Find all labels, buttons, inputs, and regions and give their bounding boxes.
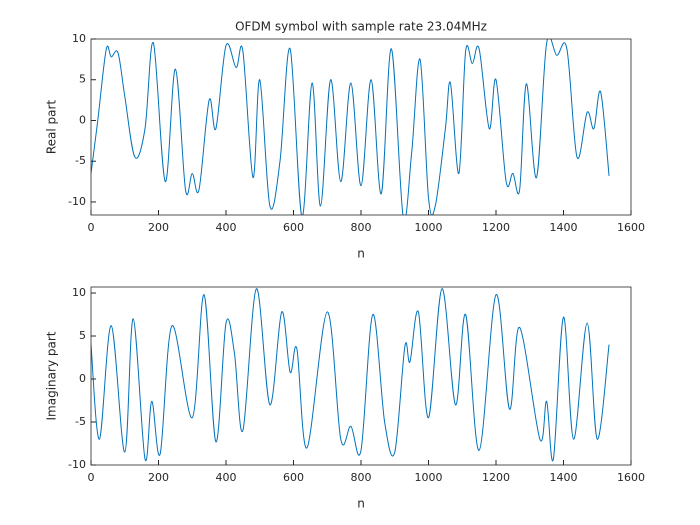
y-axis-label: Imaginary part — [45, 331, 59, 420]
x-tick-label: 800 — [351, 471, 372, 484]
axes-box — [90, 38, 632, 216]
x-tick-label: 600 — [283, 471, 304, 484]
y-tick-label: -5 — [75, 154, 86, 167]
y-axis-label: Real part — [45, 100, 59, 155]
y-tick-label: 0 — [79, 113, 86, 126]
x-tick-label: 0 — [88, 471, 95, 484]
x-tick-label: 400 — [216, 221, 237, 234]
x-tick-label: 400 — [216, 471, 237, 484]
data-line — [91, 39, 610, 215]
y-tick-label: 5 — [79, 329, 86, 342]
x-tick-label: 1200 — [482, 471, 510, 484]
x-tick-label: 600 — [283, 221, 304, 234]
y-tick-label: -10 — [68, 458, 86, 471]
y-tick-label: -5 — [75, 415, 86, 428]
y-tick-label: -10 — [68, 195, 86, 208]
y-tick-label: 10 — [72, 286, 86, 299]
x-tick-label: 1600 — [617, 471, 645, 484]
x-axis-label: n — [357, 497, 365, 511]
data-line — [91, 288, 610, 462]
y-tick-label: 10 — [72, 32, 86, 45]
chart-title: OFDM symbol with sample rate 23.04MHz — [235, 20, 487, 34]
x-tick-label: 1000 — [415, 471, 443, 484]
y-tick-label: 5 — [79, 73, 86, 86]
x-tick-label: 1200 — [482, 221, 510, 234]
x-tick-label: 200 — [148, 221, 169, 234]
x-tick-label: 800 — [351, 221, 372, 234]
x-tick-label: 1400 — [550, 471, 578, 484]
x-tick-label: 1400 — [550, 221, 578, 234]
x-tick-label: 0 — [88, 221, 95, 234]
x-tick-label: 200 — [148, 471, 169, 484]
x-tick-label: 1000 — [415, 221, 443, 234]
x-axis-label: n — [357, 247, 365, 261]
y-tick-label: 0 — [79, 372, 86, 385]
x-tick-label: 1600 — [617, 221, 645, 234]
